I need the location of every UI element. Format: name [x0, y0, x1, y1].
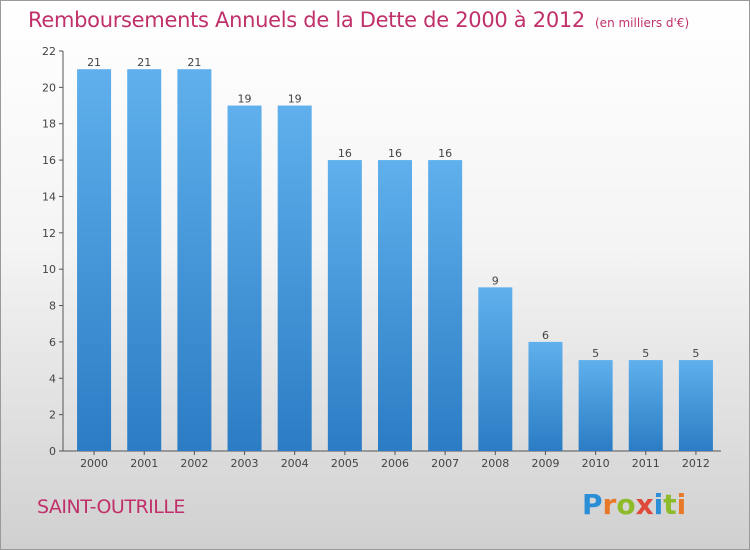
bar-value-label: 16: [438, 147, 452, 160]
x-tick-label: 2008: [481, 457, 509, 470]
bar: [327, 160, 362, 451]
y-tick-label: 20: [42, 81, 56, 94]
bar-value-label: 19: [288, 93, 302, 106]
x-tick-label: 2002: [180, 457, 208, 470]
chart-unit-note: (en milliers d'€): [595, 16, 690, 30]
chart-title-text: Remboursements Annuels de la Dette de 20…: [28, 8, 585, 32]
y-tick-label: 10: [42, 263, 56, 276]
y-tick-label: 18: [42, 118, 56, 131]
y-tick-label: 4: [49, 372, 56, 385]
logo-letter: P: [582, 488, 603, 521]
y-tick-label: 12: [42, 227, 56, 240]
x-tick-label: 2003: [231, 457, 259, 470]
logo-letter: i: [676, 488, 687, 521]
y-tick-label: 22: [42, 45, 56, 58]
bar-value-label: 9: [492, 274, 499, 287]
logo-letter: t: [663, 488, 677, 521]
x-tick-label: 2010: [582, 457, 610, 470]
bar: [678, 360, 713, 451]
bar: [177, 69, 212, 451]
bar-value-label: 19: [238, 93, 252, 106]
bar: [77, 69, 112, 451]
bar-value-label: 16: [338, 147, 352, 160]
bar: [277, 105, 312, 451]
bar: [378, 160, 412, 451]
bar: [227, 105, 262, 451]
logo-letter: i: [653, 488, 664, 521]
proxiti-logo: Proxiti: [582, 488, 686, 521]
y-tick-label: 8: [49, 300, 56, 313]
bar-value-label: 21: [137, 56, 151, 69]
bar-value-label: 5: [692, 347, 699, 360]
bar: [478, 287, 513, 451]
x-tick-label: 2004: [281, 457, 309, 470]
y-tick-label: 14: [42, 190, 56, 203]
x-tick-label: 2007: [431, 457, 459, 470]
x-tick-label: 2005: [331, 457, 359, 470]
bar-value-label: 16: [388, 147, 402, 160]
bar: [628, 360, 663, 451]
x-tick-label: 2006: [381, 457, 409, 470]
y-tick-label: 6: [49, 336, 56, 349]
bar-value-label: 6: [542, 329, 549, 342]
bar: [428, 160, 463, 451]
y-tick-label: 16: [42, 154, 56, 167]
y-tick-label: 2: [49, 409, 56, 422]
x-tick-label: 2012: [682, 457, 710, 470]
x-tick-label: 2000: [80, 457, 108, 470]
y-tick-label: 0: [49, 445, 56, 458]
bar-value-label: 5: [642, 347, 649, 360]
bar: [127, 69, 162, 451]
x-tick-label: 2011: [632, 457, 660, 470]
bar-value-label: 21: [87, 56, 101, 69]
commune-name: SAINT-OUTRILLE: [37, 496, 185, 518]
chart-title: Remboursements Annuels de la Dette de 20…: [28, 8, 689, 32]
logo-letter: r: [602, 488, 617, 521]
x-tick-label: 2009: [531, 457, 559, 470]
logo-letter: o: [616, 488, 636, 521]
bar-value-label: 5: [592, 347, 599, 360]
bar-value-label: 21: [187, 56, 201, 69]
bar: [578, 360, 613, 451]
x-tick-label: 2001: [130, 457, 158, 470]
logo-letter: x: [635, 488, 654, 521]
bar: [528, 341, 563, 451]
